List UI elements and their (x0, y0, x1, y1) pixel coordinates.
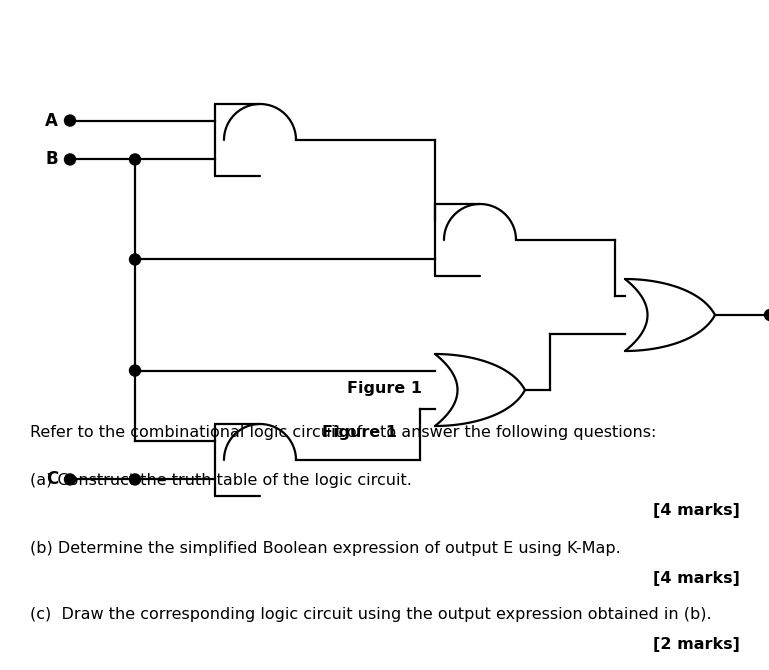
Circle shape (129, 154, 141, 165)
Text: B: B (45, 151, 58, 168)
Circle shape (65, 154, 75, 165)
Text: (c)  Draw the corresponding logic circuit using the output expression obtained i: (c) Draw the corresponding logic circuit… (30, 608, 711, 622)
Text: (b) Determine the simplified Boolean expression of output E using K-Map.: (b) Determine the simplified Boolean exp… (30, 541, 621, 555)
Circle shape (129, 365, 141, 376)
Circle shape (65, 474, 75, 485)
Text: to answer the following questions:: to answer the following questions: (375, 425, 656, 440)
Circle shape (129, 254, 141, 265)
Text: [2 marks]: [2 marks] (653, 637, 740, 653)
Text: Figure 1: Figure 1 (347, 381, 422, 395)
Circle shape (764, 310, 769, 320)
Text: C: C (45, 470, 58, 488)
Text: Refer to the combinational logic circuit of: Refer to the combinational logic circuit… (30, 425, 368, 440)
Text: Figure 1: Figure 1 (321, 425, 397, 440)
Circle shape (129, 474, 141, 485)
Text: (a) Construct the truth table of the logic circuit.: (a) Construct the truth table of the log… (30, 472, 412, 488)
Text: A: A (45, 112, 58, 129)
Circle shape (65, 115, 75, 126)
Text: [4 marks]: [4 marks] (653, 570, 740, 586)
Text: [4 marks]: [4 marks] (653, 502, 740, 517)
